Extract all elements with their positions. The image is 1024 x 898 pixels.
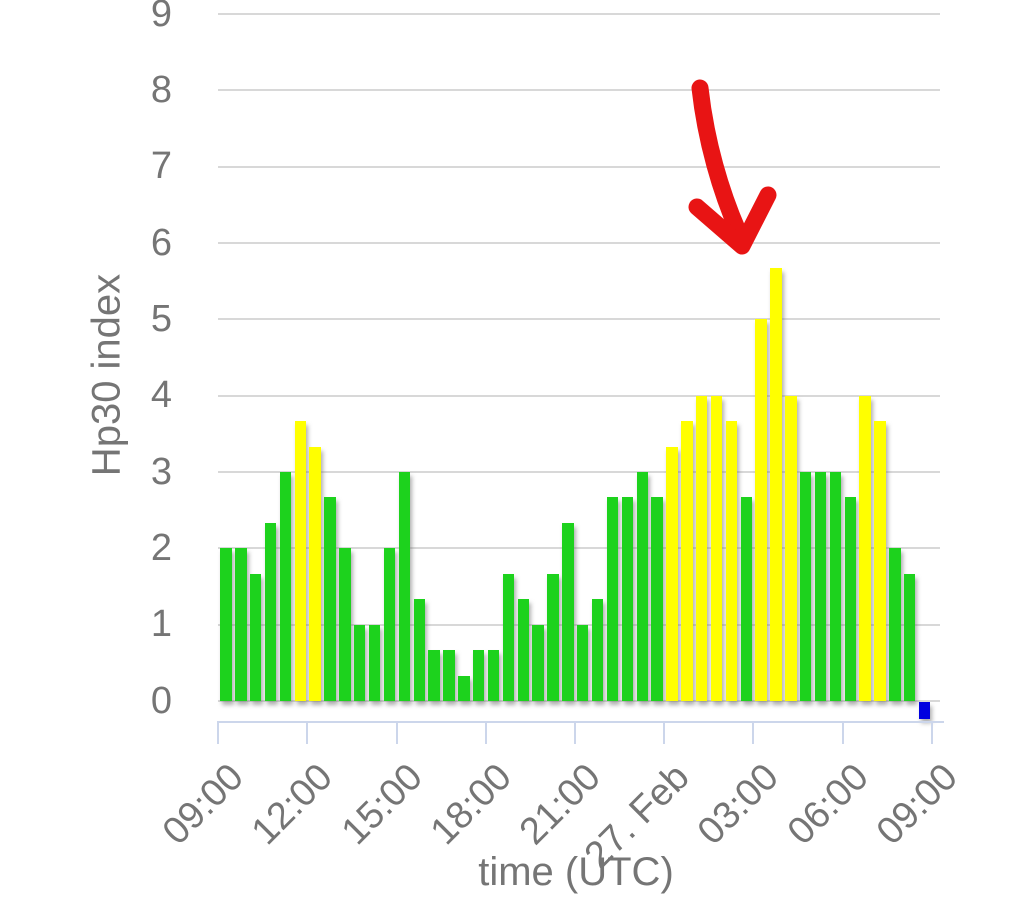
hp30-bar-23:30[interactable] bbox=[651, 497, 663, 701]
hp30-bar-17:00[interactable] bbox=[458, 675, 470, 701]
y-tick-label: 3 bbox=[150, 450, 172, 493]
gridline bbox=[218, 13, 940, 16]
x-tick-label: 12:00 bbox=[244, 756, 342, 853]
hp30-bar-03:00[interactable] bbox=[755, 319, 767, 701]
hp30-bar-20:00[interactable] bbox=[547, 573, 559, 701]
y-axis-title: Hp30 index bbox=[84, 273, 129, 477]
x-tick-label: 06:00 bbox=[779, 756, 877, 853]
hp30-bar-09:30[interactable] bbox=[235, 548, 247, 701]
x-tick-label: 15:00 bbox=[333, 756, 431, 853]
hp30-bar-23:00[interactable] bbox=[636, 472, 648, 701]
hp30-bar-17:30[interactable] bbox=[473, 649, 485, 701]
x-tick-label: 09:00 bbox=[868, 756, 966, 853]
hp30-bar-06:30[interactable] bbox=[859, 395, 871, 701]
y-tick-label: 9 bbox=[150, 0, 172, 35]
hp30-bar-13:30[interactable] bbox=[354, 624, 366, 701]
gridline bbox=[218, 394, 940, 397]
hp30-bar-18:30[interactable] bbox=[502, 573, 515, 701]
x-tick-label: 09:00 bbox=[155, 756, 253, 853]
hp30-bar-00:30[interactable] bbox=[681, 420, 693, 701]
y-tick-label: 0 bbox=[150, 679, 172, 722]
y-tick-label: 4 bbox=[150, 374, 172, 417]
hp30-bar-14:30[interactable] bbox=[383, 548, 396, 701]
hp30-bar-10:00[interactable] bbox=[250, 573, 262, 701]
hp30-bar-14:00[interactable] bbox=[368, 624, 381, 701]
hp30-bar-22:00[interactable] bbox=[606, 497, 619, 701]
hp30-bar-05:00[interactable] bbox=[814, 472, 827, 701]
hp30-bar-13:00[interactable] bbox=[339, 548, 351, 701]
hp30-bar-06:00[interactable] bbox=[844, 497, 857, 701]
hp30-bar-22:30[interactable] bbox=[621, 497, 634, 701]
x-tick-mark bbox=[930, 721, 933, 744]
hp30-bar-19:30[interactable] bbox=[532, 624, 544, 701]
gridline bbox=[218, 242, 940, 245]
y-tick-label: 6 bbox=[150, 221, 172, 264]
hp30-bar-03:30[interactable] bbox=[770, 268, 782, 701]
x-tick-mark bbox=[395, 721, 398, 744]
hp30-bar-09:00[interactable] bbox=[220, 548, 232, 701]
hp30-bar-01:00[interactable] bbox=[695, 395, 708, 701]
gridline bbox=[218, 471, 940, 473]
hp30-bar-15:00[interactable] bbox=[398, 472, 411, 701]
x-tick-mark bbox=[484, 721, 487, 744]
hp30-bar-21:00[interactable] bbox=[577, 624, 589, 701]
hp30-bar-12:00[interactable] bbox=[309, 446, 321, 701]
x-axis-title: time (UTC) bbox=[478, 850, 674, 894]
x-axis-line bbox=[218, 721, 944, 723]
y-tick-label: 1 bbox=[150, 603, 172, 646]
gridline bbox=[218, 165, 940, 168]
hp30-bar-19:00[interactable] bbox=[517, 599, 529, 701]
y-tick-label: 2 bbox=[150, 526, 172, 569]
hp30-bar-10:30[interactable] bbox=[264, 523, 277, 701]
hp30-bar-16:00[interactable] bbox=[428, 649, 440, 701]
hp30-bar-02:00[interactable] bbox=[725, 420, 738, 701]
x-tick-label: 18:00 bbox=[422, 756, 520, 853]
hp30-bar-02:30[interactable] bbox=[740, 497, 752, 701]
hp30-bar-00:00[interactable] bbox=[666, 446, 678, 701]
hp30-bar-21:30[interactable] bbox=[591, 599, 604, 701]
hp30-bar-11:00[interactable] bbox=[279, 472, 292, 701]
x-tick-label: 03:00 bbox=[690, 756, 788, 853]
y-tick-label: 5 bbox=[150, 297, 172, 340]
hp30-bar-08:30[interactable] bbox=[918, 702, 931, 719]
hp30-bar-07:30[interactable] bbox=[889, 548, 901, 701]
hp30-bar-15:30[interactable] bbox=[413, 599, 425, 701]
y-tick-label: 7 bbox=[150, 145, 172, 188]
hp30-bar-05:30[interactable] bbox=[829, 472, 842, 701]
gridline bbox=[218, 89, 940, 92]
hp30-bar-16:30[interactable] bbox=[443, 649, 455, 701]
hp30-bar-04:30[interactable] bbox=[800, 472, 812, 701]
hp30-bar-11:30[interactable] bbox=[294, 420, 307, 701]
x-tick-mark bbox=[574, 721, 577, 744]
x-tick-mark bbox=[752, 721, 755, 744]
hp30-bar-01:30[interactable] bbox=[710, 395, 723, 701]
gridline bbox=[218, 318, 940, 321]
hp30-bar-20:30[interactable] bbox=[562, 523, 574, 701]
hp30-bar-12:30[interactable] bbox=[324, 497, 336, 701]
x-tick-mark bbox=[663, 721, 666, 744]
hp30-bar-18:00[interactable] bbox=[487, 649, 500, 701]
gridline bbox=[218, 700, 940, 702]
gridline bbox=[218, 547, 940, 550]
hp30-bar-08:00[interactable] bbox=[904, 573, 916, 701]
x-tick-mark bbox=[841, 721, 844, 744]
x-tick-mark bbox=[306, 721, 309, 744]
hp30-bar-04:00[interactable] bbox=[785, 395, 797, 701]
hp30-bar-07:00[interactable] bbox=[874, 420, 886, 701]
x-tick-mark bbox=[217, 721, 220, 744]
y-tick-label: 8 bbox=[150, 68, 172, 111]
